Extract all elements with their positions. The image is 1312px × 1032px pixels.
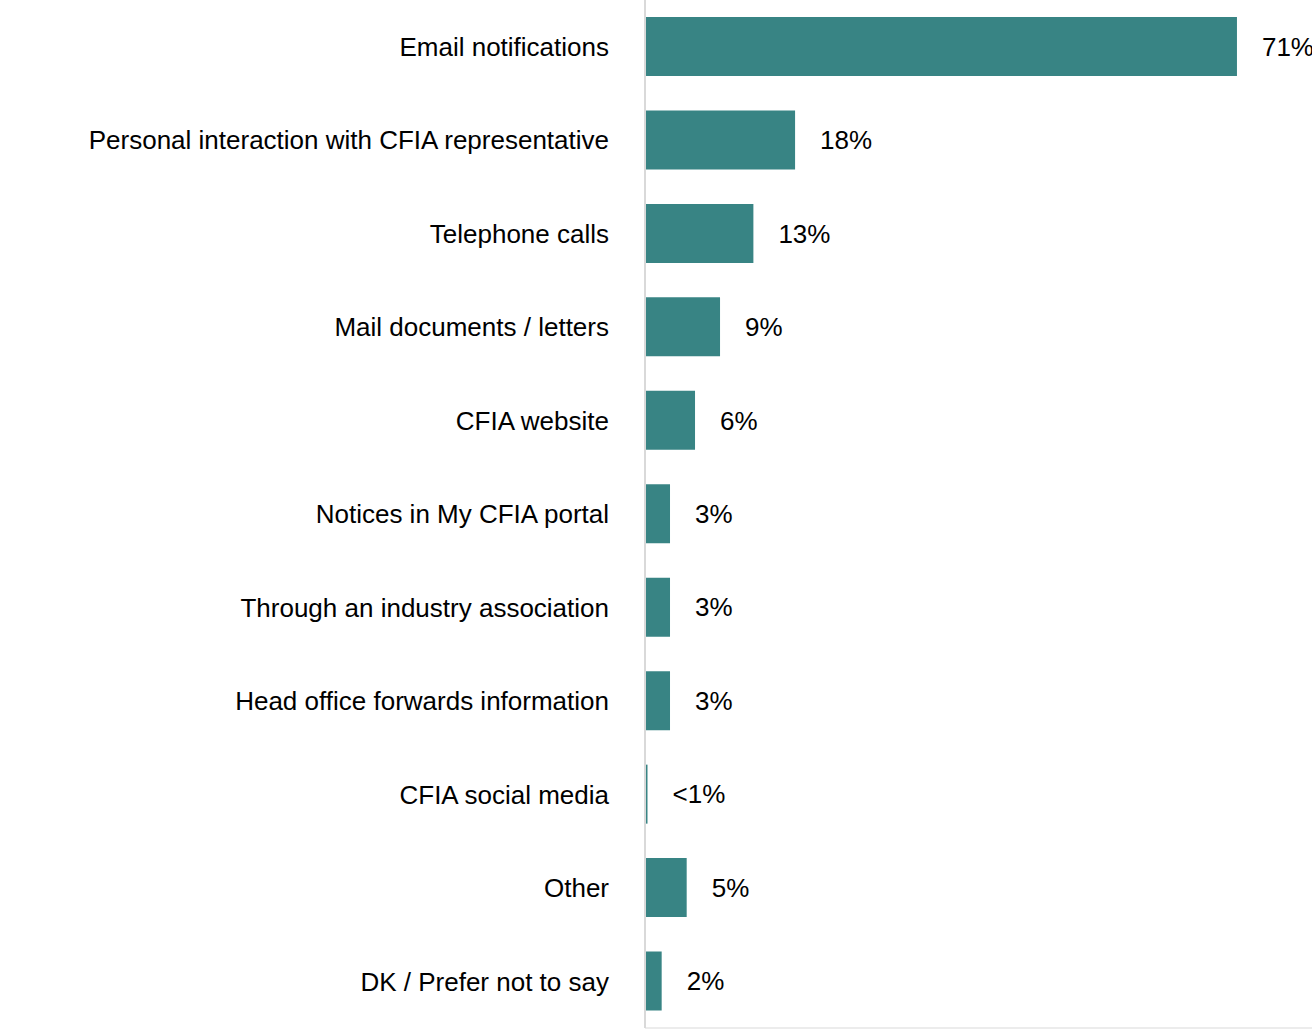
svg-text:6%: 6% xyxy=(720,406,758,436)
svg-text:13%: 13% xyxy=(778,219,830,249)
svg-text:Mail documents / letters: Mail documents / letters xyxy=(334,312,609,342)
svg-text:CFIA website: CFIA website xyxy=(456,406,609,436)
svg-text:<1%: <1% xyxy=(673,779,726,809)
svg-text:Through an industry associatio: Through an industry association xyxy=(240,593,609,623)
svg-text:DK / Prefer not to say: DK / Prefer not to say xyxy=(360,967,609,997)
svg-text:9%: 9% xyxy=(745,312,783,342)
svg-text:Telephone calls: Telephone calls xyxy=(430,219,609,249)
svg-text:5%: 5% xyxy=(712,873,750,903)
svg-text:71%: 71% xyxy=(1262,32,1304,62)
svg-text:Notices in My CFIA portal: Notices in My CFIA portal xyxy=(316,499,609,529)
svg-text:3%: 3% xyxy=(695,686,733,716)
svg-text:Email notifications: Email notifications xyxy=(399,32,609,62)
svg-text:2%: 2% xyxy=(687,966,725,996)
svg-text:CFIA social media: CFIA social media xyxy=(399,780,609,810)
svg-text:3%: 3% xyxy=(695,499,733,529)
svg-text:Head office forwards informati: Head office forwards information xyxy=(235,686,609,716)
svg-text:18%: 18% xyxy=(820,125,872,155)
svg-text:Personal interaction with CFIA: Personal interaction with CFIA represent… xyxy=(89,125,609,155)
svg-text:3%: 3% xyxy=(695,592,733,622)
svg-text:Other: Other xyxy=(544,873,609,903)
